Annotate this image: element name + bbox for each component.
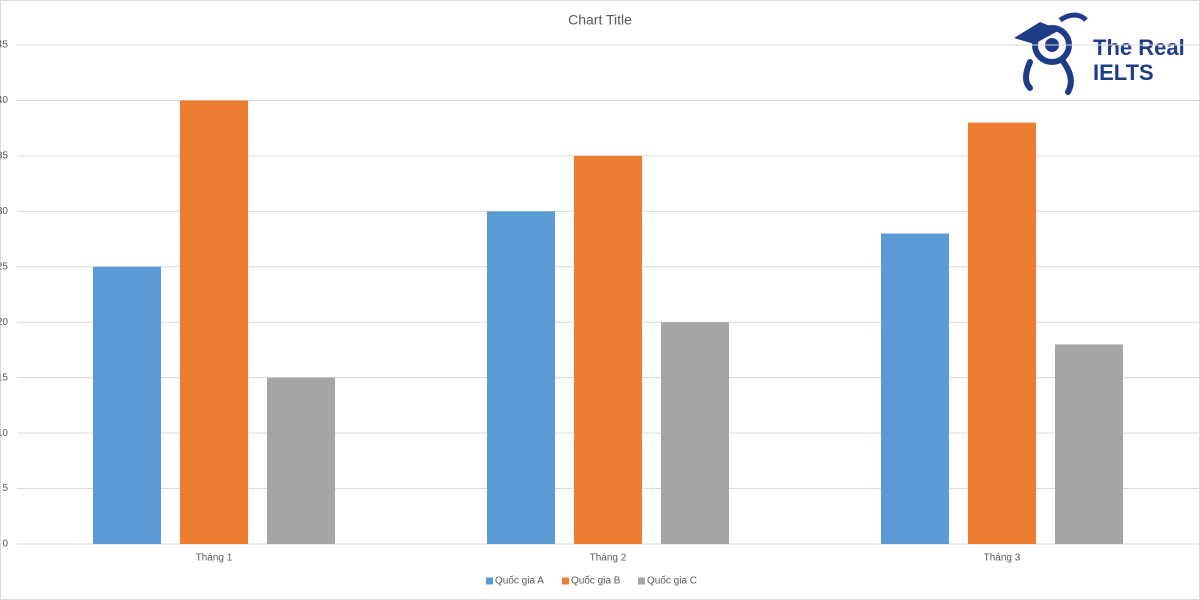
legend-swatch [638, 577, 645, 585]
logo-figure [1023, 57, 1074, 95]
x-tick-label: Tháng 1 [196, 553, 233, 564]
bar [267, 377, 335, 544]
y-tick-label: 0 [2, 539, 8, 550]
y-tick-label: 20 [0, 317, 8, 328]
y-tick-label: 35 [0, 151, 8, 162]
bar [661, 322, 729, 544]
logo: The Real IELTS [1014, 12, 1185, 95]
legend-label: Quốc gia B [571, 575, 621, 587]
x-tick-label: Tháng 3 [984, 553, 1021, 564]
bar [1055, 344, 1123, 544]
logo-arc [1058, 12, 1088, 23]
legend-label: Quốc gia C [647, 575, 697, 587]
chart-title: Chart Title [568, 12, 632, 28]
legend-label: Quốc gia A [495, 575, 544, 587]
legend-swatch [562, 577, 569, 585]
y-tick-label: 5 [2, 483, 8, 494]
bar [180, 100, 248, 544]
y-tick-label: 40 [0, 95, 8, 106]
logo-text: IELTS [1093, 60, 1154, 85]
y-tick-label: 25 [0, 261, 8, 272]
bar [574, 155, 642, 544]
bar [881, 233, 949, 544]
y-tick-label: 15 [0, 372, 8, 383]
legend-swatch [486, 577, 493, 585]
logo-text: The Real [1093, 35, 1185, 60]
bar [968, 122, 1036, 544]
y-tick-label: 45 [0, 40, 8, 51]
bar [487, 211, 555, 545]
y-tick-label: 10 [0, 428, 8, 439]
y-tick-label: 30 [0, 206, 8, 217]
x-tick-label: Tháng 2 [590, 553, 627, 564]
logo-cap [1014, 22, 1060, 44]
bar [93, 266, 161, 544]
